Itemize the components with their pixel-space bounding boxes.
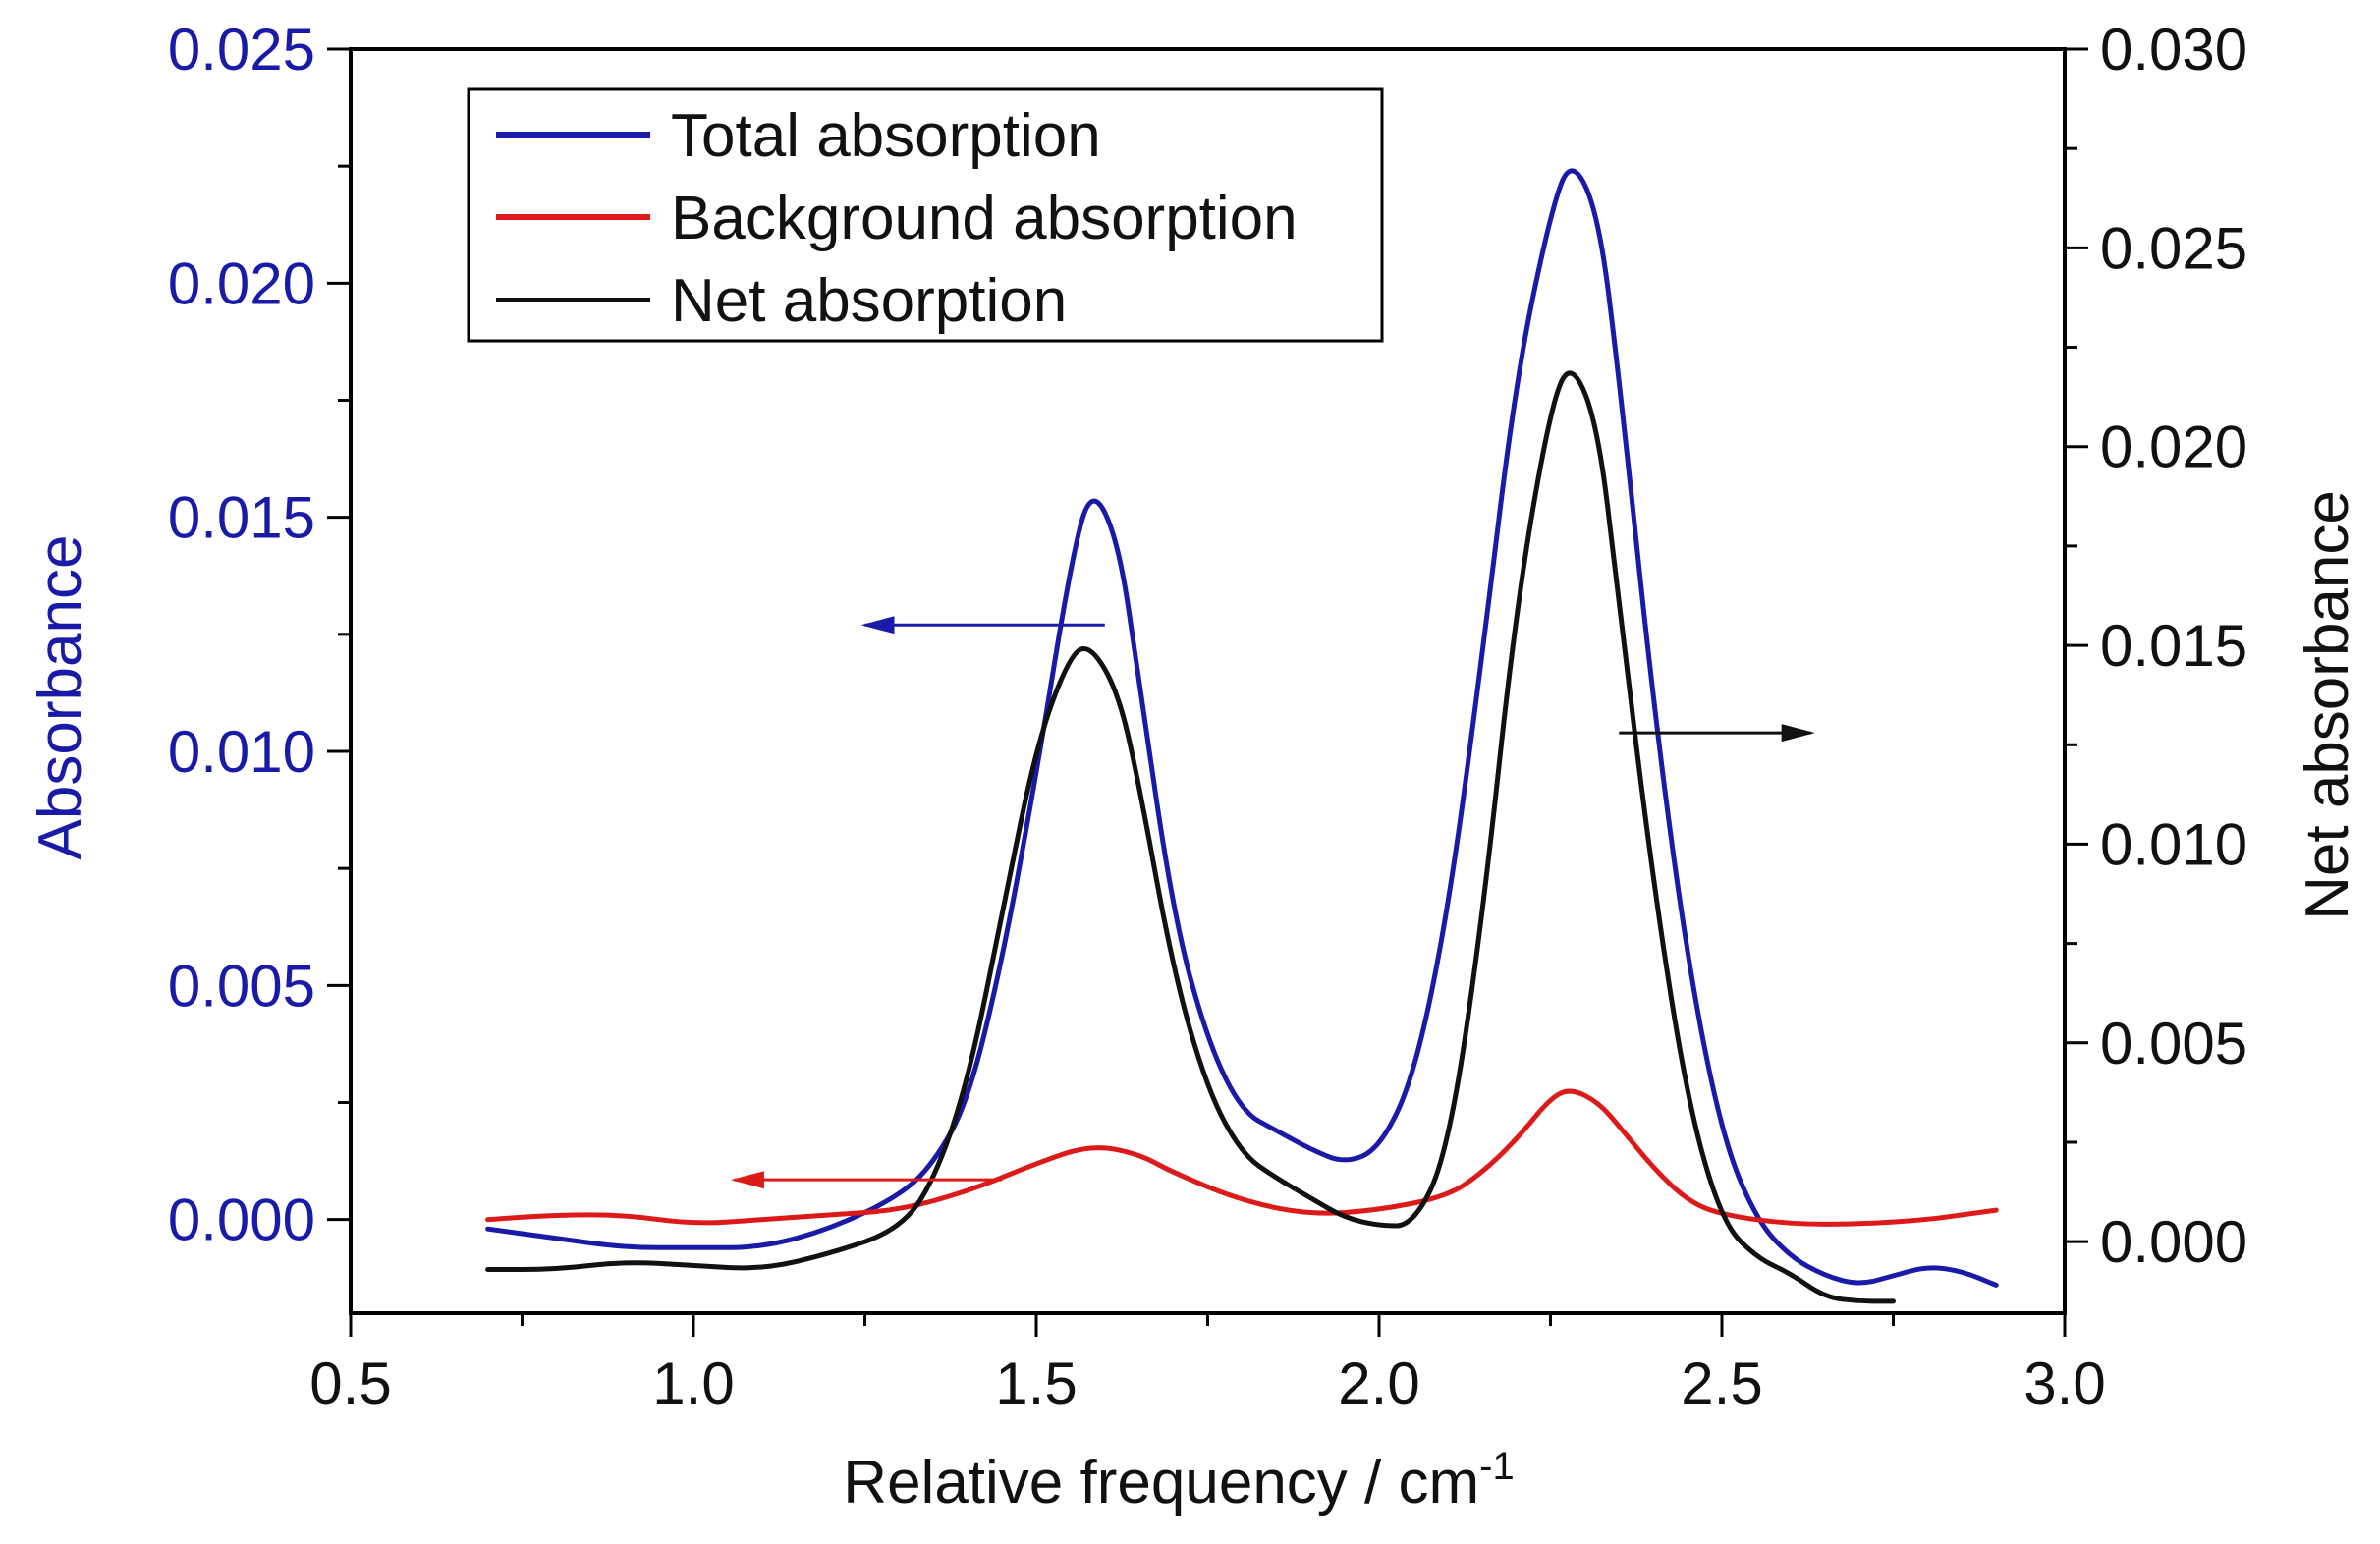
annotation-arrow-head [730,1171,764,1189]
y-left-tick-label: 0.015 [168,485,315,551]
y-axis-left: 0.000 0.005 0.010 0.015 0.020 0.025 [168,17,351,1253]
x-tick-label: 3.0 [2023,1351,2105,1416]
legend-label-total: Total absorption [671,102,1101,170]
annotation-arrow-head [1781,724,1815,743]
x-tick-label: 0.5 [309,1351,391,1416]
series-net-absorption [485,370,1897,1304]
y-left-tick-label: 0.000 [168,1187,315,1253]
y-right-tick-label: 0.015 [2100,613,2247,679]
y-left-tick-label: 0.010 [168,719,315,785]
legend-label-net: Net absorption [671,267,1067,335]
x-tick-label: 2.5 [1681,1351,1762,1416]
y-left-tick-label: 0.025 [168,17,315,83]
x-tick-label: 1.0 [652,1351,734,1416]
y-axis-right: 0.000 0.005 0.010 0.015 0.020 0.025 0.030 [2065,17,2247,1275]
y-axis-right-title: Net absorbance [2294,490,2361,920]
y-axis-left-title: Absorbance [27,535,94,860]
y-right-tick-label: 0.030 [2100,17,2247,83]
x-axis-title-superscript: -1 [1479,1445,1515,1488]
y-right-tick-label: 0.010 [2100,811,2247,877]
x-tick-label: 2.0 [1338,1351,1419,1416]
y-left-tick-label: 0.020 [168,250,315,316]
x-axis: 0.5 1.0 1.5 2.0 2.5 3.0 [309,1313,2106,1416]
x-axis-title: Relative frequency / cm-1 [843,1445,1514,1516]
annotation-layer [730,616,1815,1189]
legend-label-background: Background absorption [671,185,1298,252]
series-background-absorption [485,1088,1999,1227]
y-right-tick-label: 0.025 [2100,215,2247,281]
annotation-arrow-head [860,616,895,634]
y-right-tick-label: 0.005 [2100,1011,2247,1076]
y-left-tick-label: 0.005 [168,953,315,1019]
y-right-tick-label: 0.000 [2100,1209,2247,1275]
series-layer [485,168,1999,1304]
y-right-tick-label: 0.020 [2100,414,2247,480]
x-tick-label: 1.5 [995,1351,1077,1416]
legend: Total absorption Background absorption N… [467,87,1384,343]
